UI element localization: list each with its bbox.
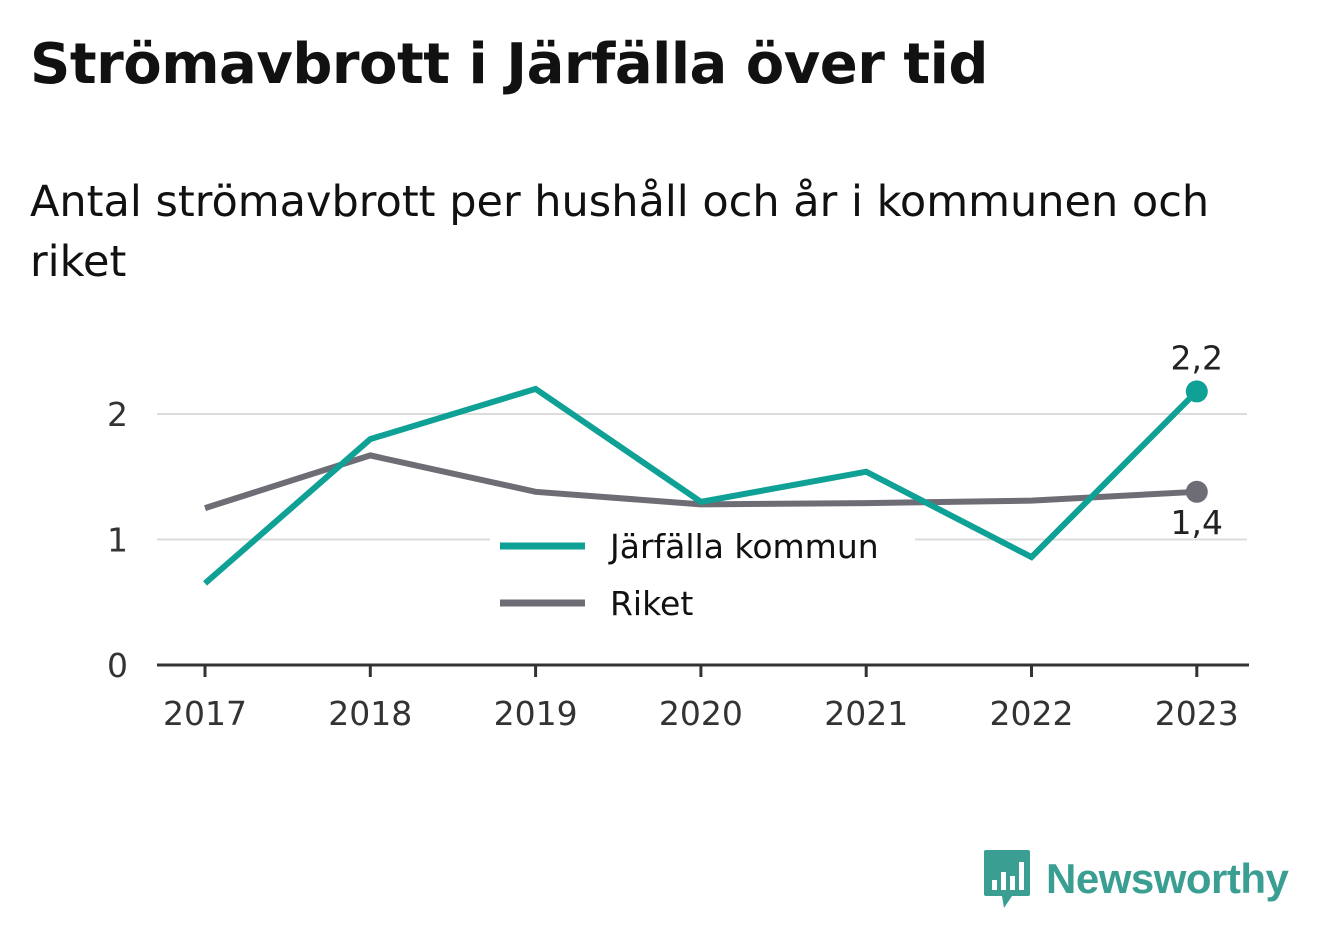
series-end-point: [1185, 380, 1208, 403]
x-tick-label: 2017: [163, 694, 247, 733]
x-tick-label: 2018: [328, 694, 412, 733]
brand-name: Newsworthy: [1046, 855, 1289, 902]
end-value-label: 2,2: [1171, 338, 1223, 377]
series-end-point: [1185, 480, 1208, 503]
legend: Järfälla kommun Riket: [490, 520, 915, 628]
line-chart: 012 2017 2018 2019 2020 2021 2022 2023 2,21,4 …: [107, 338, 1249, 733]
series-line: [203, 385, 1199, 586]
series-lines: 2,2 1,4: [203, 338, 1223, 586]
x-axis: 2017 2018 2019 2020 2021 2022 2023: [157, 663, 1249, 733]
end-value-label: 1,4: [1171, 503, 1223, 542]
y-tick-label: 1: [107, 521, 128, 560]
y-tick-label: 2: [107, 395, 128, 434]
x-tick-label: 2021: [824, 694, 908, 733]
x-tick-label: 2020: [659, 694, 743, 733]
legend-label: Järfälla kommun: [608, 527, 879, 566]
chart-title: Strömavbrott i Järfälla över tid: [30, 32, 988, 97]
y-axis-ticks: 0 1 2: [107, 395, 128, 685]
legend-background: [490, 520, 915, 628]
chart-subtitle: Antal strömavbrott per hushåll och år i …: [30, 177, 1210, 287]
x-tick-label: 2022: [990, 694, 1074, 733]
bar-chart-speech-bubble-icon: [984, 850, 1030, 908]
y-tick-label: 0: [107, 646, 128, 685]
x-tick-label: 2019: [494, 694, 578, 733]
legend-label: Riket: [610, 584, 693, 623]
newsworthy-brand: Newsworthy: [982, 848, 1289, 910]
x-tick-label: 2023: [1155, 694, 1239, 733]
